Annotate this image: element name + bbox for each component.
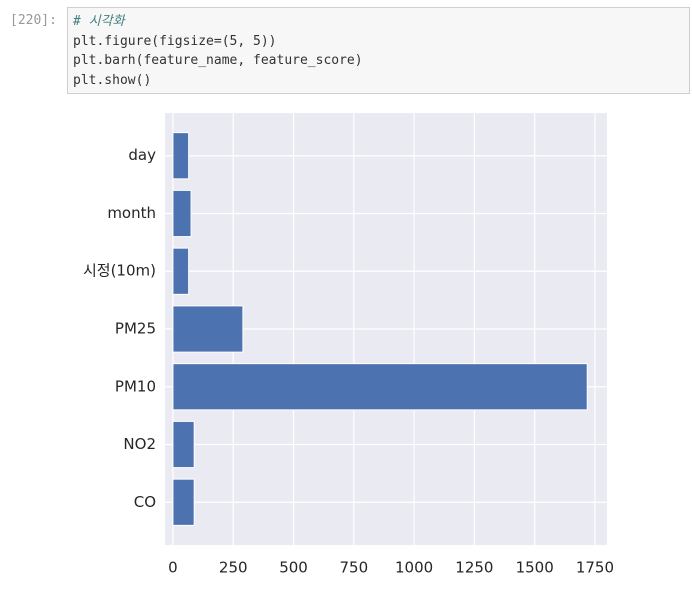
y-tick-label: 시정(10m) (83, 262, 156, 280)
bar (172, 478, 195, 526)
bar (172, 305, 244, 353)
y-tick-label: day (128, 146, 156, 164)
bar (172, 247, 190, 295)
y-tick-label: CO (134, 493, 156, 511)
x-tick-label: 1250 (455, 559, 493, 577)
chart: 0 250 500 750 1000 1250 1500 1750 CO NO2 PM10 PM25 시… (83, 113, 614, 577)
code-cell[interactable]: # 시각화 plt.figure(figsize=(5, 5)) plt.bar… (67, 7, 690, 94)
x-tick-label: 0 (168, 559, 178, 577)
code-line: # 시각화 (73, 14, 125, 29)
x-tick-label: 750 (339, 559, 368, 577)
x-tick-label: 1750 (576, 559, 614, 577)
code-line: plt.barh(feature_name, feature_score) (73, 53, 363, 68)
y-tick-label: NO2 (123, 435, 156, 453)
cell-prompt: [220]: (10, 13, 57, 28)
bar (172, 420, 195, 469)
code-line: plt.figure(figsize=(5, 5)) (73, 33, 277, 49)
bar (172, 132, 190, 180)
x-tick-label: 500 (279, 559, 308, 577)
bar (172, 363, 588, 411)
code-line: plt.show() (73, 72, 152, 88)
x-tick-label: 1000 (395, 559, 433, 577)
bar (172, 189, 192, 238)
y-tick-label: month (107, 204, 156, 222)
y-tick-label: PM10 (115, 377, 156, 395)
x-tick-label: 1500 (516, 559, 554, 577)
x-tick-label: 250 (219, 559, 248, 577)
y-tick-label: PM25 (115, 320, 156, 338)
